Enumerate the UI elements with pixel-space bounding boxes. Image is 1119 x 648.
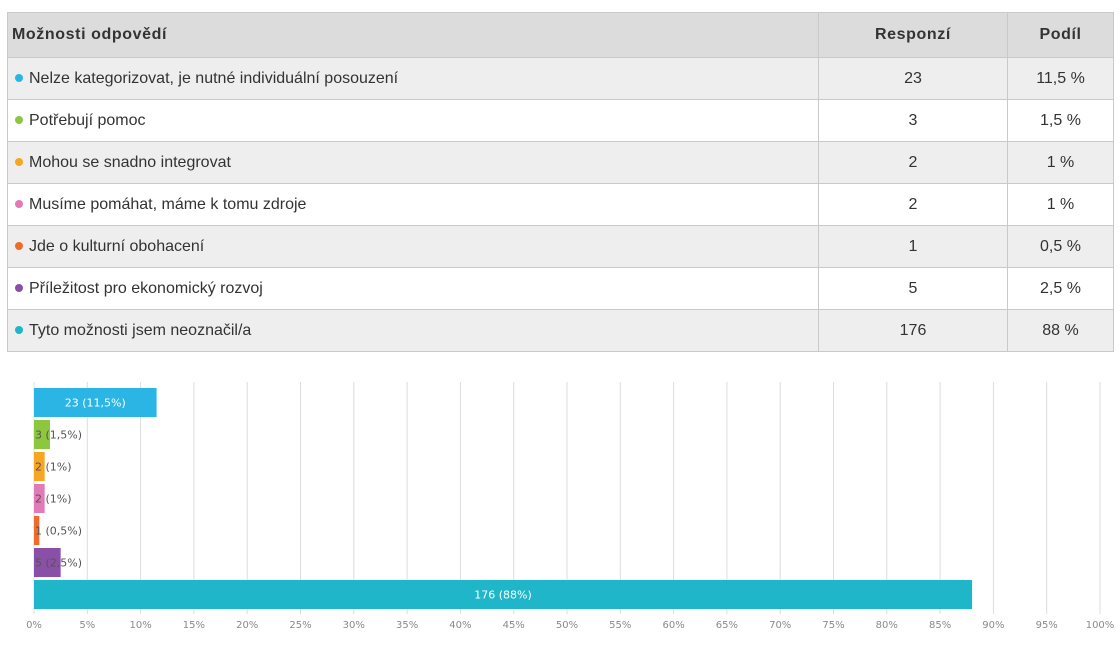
bar-data-label: 2 (1%)	[35, 493, 72, 506]
bar[interactable]	[34, 516, 40, 545]
option-label: Jde o kulturní obohacení	[29, 237, 205, 255]
table-row: Jde o kulturní obohacení 1 0,5 %	[7, 225, 1114, 268]
x-tick-label: 30%	[343, 620, 365, 631]
option-label: Tyto možnosti jsem neoznačil/a	[29, 321, 252, 339]
bar-data-label: 3 (1,5%)	[35, 429, 82, 442]
option-cell: Potřebují pomoc	[7, 99, 819, 142]
share-cell: 1 %	[1007, 183, 1114, 226]
option-cell: Mohou se snadno integrovat	[7, 141, 819, 184]
table-body: Nelze kategorizovat, je nutné individuál…	[7, 57, 1114, 352]
x-tick-label: 50%	[556, 620, 578, 631]
x-tick-label: 100%	[1086, 620, 1115, 631]
x-tick-label: 85%	[929, 620, 951, 631]
option-cell: Příležitost pro ekonomický rozvoj	[7, 267, 819, 310]
legend-dot-icon	[15, 199, 23, 208]
x-tick-label: 80%	[876, 620, 898, 631]
share-cell: 1,5 %	[1007, 99, 1114, 142]
bar-data-label: 5 (2,5%)	[35, 557, 82, 570]
responses-table: Možnosti odpovědí Responzí Podíl Nelze k…	[7, 12, 1114, 352]
option-label: Mohou se snadno integrovat	[29, 153, 231, 171]
bar[interactable]	[34, 548, 61, 577]
header-responses: Responzí	[818, 12, 1008, 58]
x-tick-label: 95%	[1036, 620, 1058, 631]
bar-data-label: 2 (1%)	[35, 461, 72, 474]
table-row: Mohou se snadno integrovat 2 1 %	[7, 141, 1114, 184]
bar[interactable]	[34, 484, 45, 513]
share-cell: 11,5 %	[1007, 57, 1114, 100]
x-tick-label: 60%	[662, 620, 684, 631]
share-bar-chart: 0% 5% 10% 15% 20% 25% 30% 35% 40% 45% 50% 55% 60% 65%…	[26, 382, 1115, 631]
x-tick-label: 5%	[79, 620, 95, 631]
option-label: Příležitost pro ekonomický rozvoj	[29, 279, 263, 297]
responses-cell: 5	[818, 267, 1008, 310]
x-tick-label: 40%	[449, 620, 471, 631]
x-tick-label: 55%	[609, 620, 631, 631]
option-cell: Jde o kulturní obohacení	[7, 225, 819, 268]
option-label: Musíme pomáhat, máme k tomu zdroje	[29, 195, 307, 213]
x-tick-label: 45%	[503, 620, 525, 631]
x-tick-label: 25%	[289, 620, 311, 631]
x-tick-label: 15%	[183, 620, 205, 631]
bar[interactable]	[34, 580, 973, 609]
share-cell: 0,5 %	[1007, 225, 1114, 268]
responses-cell: 1	[818, 225, 1008, 268]
x-tick-label: 70%	[769, 620, 791, 631]
responses-cell: 3	[818, 99, 1008, 142]
bar-data-label: 23 (11,5%)	[65, 397, 126, 410]
table-row: Potřebují pomoc 3 1,5 %	[7, 99, 1114, 142]
responses-cell: 2	[818, 141, 1008, 184]
bar-data-label: 1 (0,5%)	[35, 525, 82, 538]
x-tick-label: 90%	[982, 620, 1004, 631]
table-row: Tyto možnosti jsem neoznačil/a 176 88 %	[7, 309, 1114, 352]
bar-data-label: 176 (88%)	[474, 589, 532, 602]
option-label: Potřebují pomoc	[29, 111, 146, 129]
legend-dot-icon	[15, 73, 23, 82]
option-cell: Musíme pomáhat, máme k tomu zdroje	[7, 183, 819, 226]
bar[interactable]	[34, 388, 157, 417]
share-cell: 1 %	[1007, 141, 1114, 184]
bar[interactable]	[34, 452, 45, 481]
table-row: Příležitost pro ekonomický rozvoj 5 2,5 %	[7, 267, 1114, 310]
table-header-row: Možnosti odpovědí Responzí Podíl	[7, 12, 1114, 58]
x-tick-label: 75%	[822, 620, 844, 631]
legend-dot-icon	[15, 157, 23, 166]
table-row: Nelze kategorizovat, je nutné individuál…	[7, 57, 1114, 100]
responses-cell: 23	[818, 57, 1008, 100]
option-label: Nelze kategorizovat, je nutné individuál…	[29, 69, 399, 87]
x-tick-label: 65%	[716, 620, 738, 631]
legend-dot-icon	[15, 241, 23, 250]
option-cell: Nelze kategorizovat, je nutné individuál…	[7, 57, 819, 100]
responses-cell: 176	[818, 309, 1008, 352]
header-share: Podíl	[1007, 12, 1114, 58]
x-tick-label: 0%	[26, 620, 42, 631]
header-options: Možnosti odpovědí	[7, 12, 819, 58]
bar[interactable]	[34, 420, 50, 449]
share-cell: 88 %	[1007, 309, 1114, 352]
x-tick-label: 35%	[396, 620, 418, 631]
responses-cell: 2	[818, 183, 1008, 226]
option-cell: Tyto možnosti jsem neoznačil/a	[7, 309, 819, 352]
legend-dot-icon	[15, 115, 23, 124]
x-tick-label: 20%	[236, 620, 258, 631]
table-row: Musíme pomáhat, máme k tomu zdroje 2 1 %	[7, 183, 1114, 226]
legend-dot-icon	[15, 283, 23, 292]
share-cell: 2,5 %	[1007, 267, 1114, 310]
x-tick-label: 10%	[129, 620, 151, 631]
legend-dot-icon	[15, 325, 23, 334]
